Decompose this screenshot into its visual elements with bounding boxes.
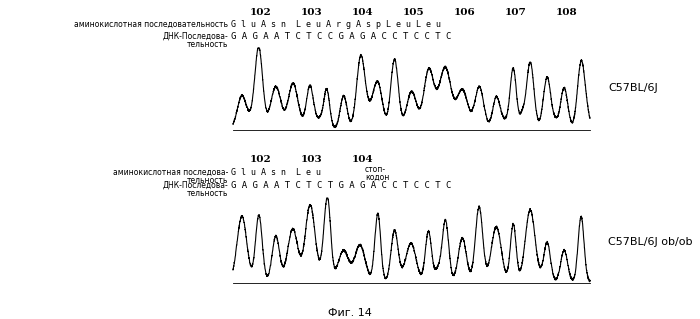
Text: тельность: тельность	[187, 176, 228, 185]
Text: стоп-: стоп-	[365, 165, 386, 174]
Text: G A G A A T C T C C G A G A C C T C C T C: G A G A A T C T C C G A G A C C T C C T …	[231, 32, 452, 41]
Text: аминокислотная последова-: аминокислотная последова-	[113, 168, 228, 177]
Text: 106: 106	[454, 8, 475, 17]
Text: C57BL/6J ob/ob: C57BL/6J ob/ob	[608, 237, 692, 247]
Text: аминокислотная последовательность: аминокислотная последовательность	[74, 20, 228, 29]
Text: G l u A s n  L e u A r g A s p L e u L e u: G l u A s n L e u A r g A s p L e u L e …	[231, 20, 441, 29]
Text: C57BL/6J: C57BL/6J	[608, 83, 658, 93]
Text: G l u A s n  L e u: G l u A s n L e u	[231, 168, 321, 177]
Text: 108: 108	[556, 8, 578, 17]
Text: тельность: тельность	[187, 40, 228, 49]
Text: тельность: тельность	[187, 189, 228, 198]
Text: 104: 104	[351, 8, 373, 17]
Text: ДНК-Последова-: ДНК-Последова-	[162, 32, 228, 41]
Text: 104: 104	[351, 155, 373, 164]
Text: 102: 102	[250, 8, 272, 17]
Text: Фиг. 14: Фиг. 14	[328, 308, 372, 318]
Text: ДНК-Последова-: ДНК-Последова-	[162, 181, 228, 190]
Text: 102: 102	[250, 155, 272, 164]
Text: 107: 107	[505, 8, 526, 17]
Text: G A G A A T C T C T G A G A C C T C C T C: G A G A A T C T C T G A G A C C T C C T …	[231, 181, 452, 190]
Text: 103: 103	[301, 8, 322, 17]
Text: 105: 105	[402, 8, 424, 17]
Text: 103: 103	[301, 155, 322, 164]
Text: кодон: кодон	[365, 173, 389, 182]
